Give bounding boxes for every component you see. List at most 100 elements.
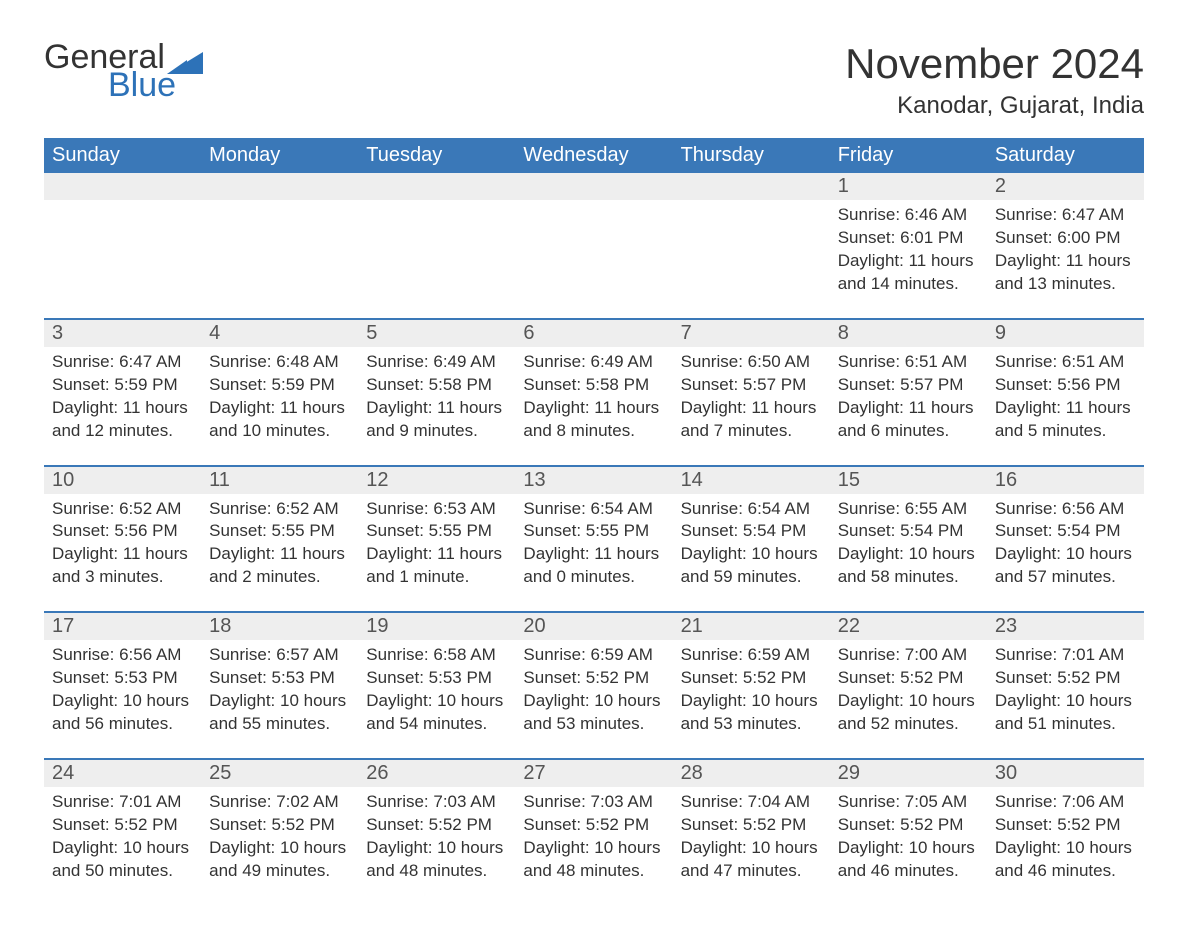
day-cell: 22Sunrise: 7:00 AMSunset: 5:52 PMDayligh… bbox=[830, 612, 987, 759]
daylight-text: Daylight: 11 hours and 5 minutes. bbox=[995, 397, 1136, 443]
day-cell: 21Sunrise: 6:59 AMSunset: 5:52 PMDayligh… bbox=[673, 612, 830, 759]
week-row: 3Sunrise: 6:47 AMSunset: 5:59 PMDaylight… bbox=[44, 319, 1144, 466]
day-number: 12 bbox=[358, 467, 515, 494]
sunrise-text: Sunrise: 6:48 AM bbox=[209, 351, 350, 374]
day-number bbox=[201, 173, 358, 200]
daylight-text: Daylight: 11 hours and 2 minutes. bbox=[209, 543, 350, 589]
day-details: Sunrise: 6:56 AMSunset: 5:54 PMDaylight:… bbox=[987, 494, 1144, 612]
day-details: Sunrise: 6:59 AMSunset: 5:52 PMDaylight:… bbox=[515, 640, 672, 758]
daylight-text: Daylight: 11 hours and 13 minutes. bbox=[995, 250, 1136, 296]
day-details: Sunrise: 7:06 AMSunset: 5:52 PMDaylight:… bbox=[987, 787, 1144, 905]
sunset-text: Sunset: 5:52 PM bbox=[366, 814, 507, 837]
day-number bbox=[358, 173, 515, 200]
day-cell: 11Sunrise: 6:52 AMSunset: 5:55 PMDayligh… bbox=[201, 466, 358, 613]
daylight-text: Daylight: 11 hours and 9 minutes. bbox=[366, 397, 507, 443]
calendar-body: 1Sunrise: 6:46 AMSunset: 6:01 PMDaylight… bbox=[44, 173, 1144, 905]
day-cell: 7Sunrise: 6:50 AMSunset: 5:57 PMDaylight… bbox=[673, 319, 830, 466]
sunrise-text: Sunrise: 6:54 AM bbox=[681, 498, 822, 521]
sunrise-text: Sunrise: 6:46 AM bbox=[838, 204, 979, 227]
day-details: Sunrise: 6:57 AMSunset: 5:53 PMDaylight:… bbox=[201, 640, 358, 758]
day-cell: 4Sunrise: 6:48 AMSunset: 5:59 PMDaylight… bbox=[201, 319, 358, 466]
sunset-text: Sunset: 5:58 PM bbox=[523, 374, 664, 397]
daylight-text: Daylight: 10 hours and 48 minutes. bbox=[366, 837, 507, 883]
day-number: 25 bbox=[201, 760, 358, 787]
sunrise-text: Sunrise: 7:06 AM bbox=[995, 791, 1136, 814]
day-details: Sunrise: 6:55 AMSunset: 5:54 PMDaylight:… bbox=[830, 494, 987, 612]
day-cell: 10Sunrise: 6:52 AMSunset: 5:56 PMDayligh… bbox=[44, 466, 201, 613]
day-number: 7 bbox=[673, 320, 830, 347]
sunrise-text: Sunrise: 6:51 AM bbox=[838, 351, 979, 374]
day-cell: 16Sunrise: 6:56 AMSunset: 5:54 PMDayligh… bbox=[987, 466, 1144, 613]
daylight-text: Daylight: 10 hours and 53 minutes. bbox=[681, 690, 822, 736]
sunset-text: Sunset: 5:53 PM bbox=[209, 667, 350, 690]
day-number: 29 bbox=[830, 760, 987, 787]
day-details: Sunrise: 7:04 AMSunset: 5:52 PMDaylight:… bbox=[673, 787, 830, 905]
sunset-text: Sunset: 5:52 PM bbox=[523, 814, 664, 837]
daylight-text: Daylight: 10 hours and 59 minutes. bbox=[681, 543, 822, 589]
day-cell: 2Sunrise: 6:47 AMSunset: 6:00 PMDaylight… bbox=[987, 173, 1144, 319]
sunrise-text: Sunrise: 6:58 AM bbox=[366, 644, 507, 667]
daylight-text: Daylight: 10 hours and 52 minutes. bbox=[838, 690, 979, 736]
day-details: Sunrise: 6:58 AMSunset: 5:53 PMDaylight:… bbox=[358, 640, 515, 758]
day-details: Sunrise: 6:47 AMSunset: 5:59 PMDaylight:… bbox=[44, 347, 201, 465]
sunset-text: Sunset: 5:54 PM bbox=[838, 520, 979, 543]
day-details: Sunrise: 7:00 AMSunset: 5:52 PMDaylight:… bbox=[830, 640, 987, 758]
day-number: 16 bbox=[987, 467, 1144, 494]
sunrise-text: Sunrise: 6:59 AM bbox=[523, 644, 664, 667]
day-cell: 20Sunrise: 6:59 AMSunset: 5:52 PMDayligh… bbox=[515, 612, 672, 759]
sunrise-text: Sunrise: 6:57 AM bbox=[209, 644, 350, 667]
day-cell: 19Sunrise: 6:58 AMSunset: 5:53 PMDayligh… bbox=[358, 612, 515, 759]
day-details: Sunrise: 7:01 AMSunset: 5:52 PMDaylight:… bbox=[44, 787, 201, 905]
sunrise-text: Sunrise: 6:55 AM bbox=[838, 498, 979, 521]
weekday-header: Monday bbox=[201, 138, 358, 173]
daylight-text: Daylight: 11 hours and 6 minutes. bbox=[838, 397, 979, 443]
day-number: 22 bbox=[830, 613, 987, 640]
day-cell: 14Sunrise: 6:54 AMSunset: 5:54 PMDayligh… bbox=[673, 466, 830, 613]
day-details: Sunrise: 7:05 AMSunset: 5:52 PMDaylight:… bbox=[830, 787, 987, 905]
sunset-text: Sunset: 5:52 PM bbox=[681, 814, 822, 837]
day-cell bbox=[515, 173, 672, 319]
day-number bbox=[44, 173, 201, 200]
day-details: Sunrise: 7:03 AMSunset: 5:52 PMDaylight:… bbox=[515, 787, 672, 905]
month-title: November 2024 bbox=[845, 40, 1144, 88]
sunset-text: Sunset: 5:59 PM bbox=[209, 374, 350, 397]
day-number: 20 bbox=[515, 613, 672, 640]
day-cell: 23Sunrise: 7:01 AMSunset: 5:52 PMDayligh… bbox=[987, 612, 1144, 759]
day-cell bbox=[673, 173, 830, 319]
daylight-text: Daylight: 10 hours and 55 minutes. bbox=[209, 690, 350, 736]
sunrise-text: Sunrise: 6:50 AM bbox=[681, 351, 822, 374]
sunrise-text: Sunrise: 6:49 AM bbox=[366, 351, 507, 374]
weekday-header-row: Sunday Monday Tuesday Wednesday Thursday… bbox=[44, 138, 1144, 173]
daylight-text: Daylight: 10 hours and 54 minutes. bbox=[366, 690, 507, 736]
day-details: Sunrise: 6:46 AMSunset: 6:01 PMDaylight:… bbox=[830, 200, 987, 318]
weekday-header: Friday bbox=[830, 138, 987, 173]
day-number: 23 bbox=[987, 613, 1144, 640]
day-number: 30 bbox=[987, 760, 1144, 787]
daylight-text: Daylight: 10 hours and 49 minutes. bbox=[209, 837, 350, 883]
title-block: November 2024 Kanodar, Gujarat, India bbox=[845, 40, 1144, 120]
week-row: 10Sunrise: 6:52 AMSunset: 5:56 PMDayligh… bbox=[44, 466, 1144, 613]
daylight-text: Daylight: 10 hours and 46 minutes. bbox=[838, 837, 979, 883]
location: Kanodar, Gujarat, India bbox=[845, 92, 1144, 120]
daylight-text: Daylight: 10 hours and 47 minutes. bbox=[681, 837, 822, 883]
day-number: 21 bbox=[673, 613, 830, 640]
sunset-text: Sunset: 5:52 PM bbox=[838, 667, 979, 690]
sunrise-text: Sunrise: 7:01 AM bbox=[52, 791, 193, 814]
sunset-text: Sunset: 5:55 PM bbox=[523, 520, 664, 543]
day-cell: 26Sunrise: 7:03 AMSunset: 5:52 PMDayligh… bbox=[358, 759, 515, 905]
daylight-text: Daylight: 11 hours and 1 minute. bbox=[366, 543, 507, 589]
sunset-text: Sunset: 5:55 PM bbox=[209, 520, 350, 543]
day-details: Sunrise: 7:03 AMSunset: 5:52 PMDaylight:… bbox=[358, 787, 515, 905]
daylight-text: Daylight: 10 hours and 58 minutes. bbox=[838, 543, 979, 589]
day-cell: 28Sunrise: 7:04 AMSunset: 5:52 PMDayligh… bbox=[673, 759, 830, 905]
sail-icon bbox=[167, 46, 203, 68]
day-details bbox=[44, 200, 201, 290]
sunset-text: Sunset: 5:54 PM bbox=[995, 520, 1136, 543]
day-cell: 1Sunrise: 6:46 AMSunset: 6:01 PMDaylight… bbox=[830, 173, 987, 319]
sunset-text: Sunset: 5:54 PM bbox=[681, 520, 822, 543]
brand-word2: Blue bbox=[108, 68, 203, 102]
sunrise-text: Sunrise: 6:59 AM bbox=[681, 644, 822, 667]
day-number: 10 bbox=[44, 467, 201, 494]
day-number: 8 bbox=[830, 320, 987, 347]
sunrise-text: Sunrise: 6:54 AM bbox=[523, 498, 664, 521]
